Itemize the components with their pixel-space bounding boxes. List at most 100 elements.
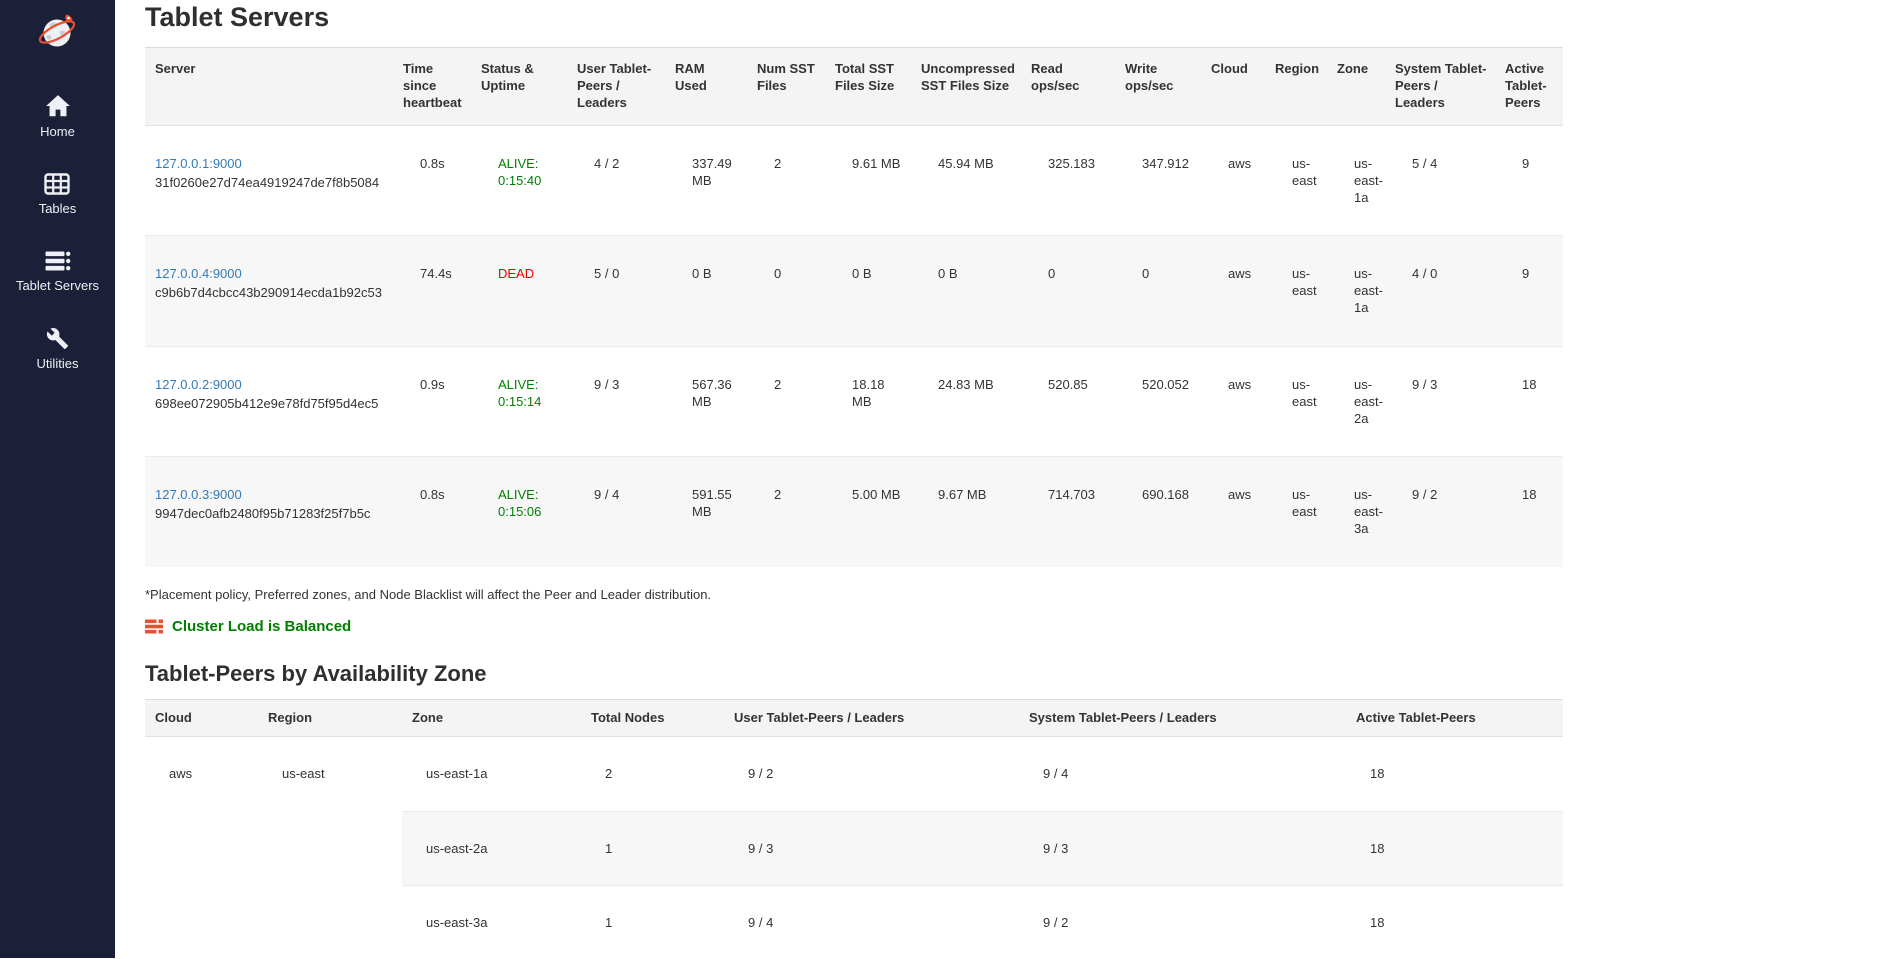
cell-server: 127.0.0.2:9000 698ee072905b412e9e78fd75f9… — [145, 345, 393, 457]
tablet-servers-icon — [45, 251, 70, 271]
server-address-link[interactable]: 127.0.0.2:9000 — [155, 376, 242, 392]
cell-cloud: aws — [145, 736, 258, 959]
server-uuid: 698ee072905b412e9e78fd75f95d4ec5 — [155, 395, 379, 411]
cell-num-sst: 2 — [747, 456, 825, 567]
tasks-icon — [145, 619, 163, 634]
column-header: System Tablet-Peers / Leaders — [1385, 47, 1495, 126]
cluster-load-status: Cluster Load is Balanced — [145, 618, 1563, 635]
cell-num-sst: 2 — [774, 155, 782, 171]
cell-ram: 591.55 MB — [665, 456, 747, 567]
cell-user-peers: 5 / 0 — [567, 235, 665, 347]
cell-system-peers: 9 / 4 — [1043, 766, 1069, 782]
cell-status: DEAD — [471, 235, 567, 347]
cell-heartbeat: 74.4s — [393, 235, 471, 347]
yugabyte-logo[interactable] — [36, 10, 80, 54]
sidebar-item-label: Tables — [38, 201, 77, 217]
cell-total-nodes: 2 — [605, 766, 613, 782]
cell-zone: us-east-3a — [1327, 456, 1385, 567]
cell-zone: us-east-2a — [1327, 345, 1385, 457]
column-header: Read ops/sec — [1021, 47, 1115, 126]
tables-grid-icon — [44, 173, 71, 195]
status-text: ALIVE: 0:15:06 — [498, 487, 542, 520]
sidebar-item-home[interactable]: Home — [40, 94, 75, 139]
cell-heartbeat: 0.9s — [393, 345, 471, 457]
cell-write-ops: 520.052 — [1115, 345, 1201, 457]
cell-active-peers: 18 — [1495, 345, 1563, 457]
cell-system-peers: 9 / 3 — [1019, 810, 1346, 886]
cell-region: us-east — [258, 736, 402, 959]
globe-rocket-logo — [38, 14, 75, 47]
cell-total-nodes: 1 — [581, 884, 724, 959]
cell-user-peers: 9 / 4 — [724, 884, 1019, 959]
cell-cloud: aws — [1228, 155, 1252, 171]
column-header: Write ops/sec — [1115, 47, 1201, 126]
status-text: ALIVE: 0:15:40 — [498, 155, 542, 188]
sidebar-item-label: Utilities — [36, 355, 79, 371]
column-header: System Tablet-Peers / Leaders — [1019, 698, 1346, 738]
server-address-link[interactable]: 127.0.0.1:9000 — [155, 155, 242, 171]
cell-write-ops: 690.168 — [1115, 456, 1201, 567]
status-text: ALIVE: 0:15:14 — [498, 376, 542, 409]
server-uuid: c9b6b7d4cbcc43b290914ecda1b92c53 — [155, 285, 382, 301]
cell-read-ops: 714.703 — [1021, 456, 1115, 567]
cell-cloud: aws — [1201, 456, 1265, 567]
cell-user-peers: 9 / 2 — [748, 766, 774, 782]
column-header: Region — [258, 698, 402, 738]
cell-zone: us-east-3a — [402, 884, 581, 959]
column-header: Total Nodes — [581, 698, 724, 738]
sidebar-item-tablet-servers[interactable]: Tablet Servers — [16, 251, 99, 293]
cell-system-peers: 5 / 4 — [1412, 155, 1438, 171]
cell-cloud: aws — [1201, 235, 1265, 347]
cell-cloud: aws — [1201, 345, 1265, 457]
cell-uncompressed-sst: 24.83 MB — [911, 345, 1021, 457]
cell-total-sst: 5.00 MB — [825, 456, 911, 567]
cell-user-peers: 9 / 4 — [567, 456, 665, 567]
cell-active-peers: 9 — [1522, 155, 1530, 171]
cell-ram: 0 B — [665, 235, 747, 347]
sidebar-item-utilities[interactable]: Utilities — [36, 327, 79, 371]
cell-write-ops: 347.912 — [1142, 155, 1189, 171]
cell-server: 127.0.0.3:9000 9947dec0afb2480f95b71283f2… — [145, 456, 393, 567]
az-table-header: Cloud Region Zone Total Nodes User Tablet-Pe… — [145, 698, 1563, 738]
cell-server: 127.0.0.4:9000 c9b6b7d4cbcc43b290914ecda1… — [145, 235, 393, 347]
cell-heartbeat: 0.8s — [393, 456, 471, 567]
column-header: Time since heartbeat — [393, 47, 471, 126]
cell-region: us-east — [1265, 345, 1327, 457]
column-header: Active Tablet-Peers — [1346, 698, 1563, 738]
cell-read-ops: 0 — [1021, 235, 1115, 347]
cell-total-nodes: 1 — [581, 810, 724, 886]
cell-status: ALIVE: 0:15:14 — [471, 345, 567, 457]
column-header: RAM Used — [665, 47, 747, 126]
column-header: Total SST Files Size — [825, 47, 911, 126]
table-row: 127.0.0.2:9000 698ee072905b412e9e78fd75f9… — [145, 345, 1563, 457]
cell-status: ALIVE: 0:15:06 — [471, 456, 567, 567]
cell-zone: us-east-1a — [426, 766, 488, 782]
cell-read-ops: 325.183 — [1048, 155, 1095, 171]
sidebar-item-tables[interactable]: Tables — [38, 173, 77, 217]
sidebar-item-label: Home — [40, 124, 75, 139]
table-row: 127.0.0.4:9000 c9b6b7d4cbcc43b290914ecda1… — [145, 235, 1563, 347]
cell-region: us-east — [1265, 235, 1327, 347]
server-address-link[interactable]: 127.0.0.3:9000 — [155, 487, 242, 503]
server-address-link[interactable]: 127.0.0.4:9000 — [155, 266, 242, 282]
cell-status: ALIVE: 0:15:40 — [471, 125, 567, 235]
cell-heartbeat: 0.8s — [420, 155, 445, 171]
cell-uncompressed-sst: 0 B — [911, 235, 1021, 347]
cell-system-peers: 9 / 2 — [1019, 884, 1346, 959]
cell-region: us-east — [1292, 155, 1317, 188]
cell-system-peers: 9 / 3 — [1385, 345, 1495, 457]
cell-uncompressed-sst: 9.67 MB — [911, 456, 1021, 567]
cell-zone: us-east-1a — [1354, 155, 1383, 205]
az-section-title: Tablet-Peers by Availability Zone — [145, 660, 487, 686]
sidebar: Home Tables Tablet Servers — [0, 0, 115, 958]
cell-ram: 567.36 MB — [665, 345, 747, 457]
cell-read-ops: 520.85 — [1021, 345, 1115, 457]
main-content: Tablet Servers Server Time since heartbea… — [115, 0, 1563, 959]
cell-num-sst: 0 — [747, 235, 825, 347]
cell-total-sst: 18.18 MB — [825, 345, 911, 457]
sidebar-nav: Home Tables Tablet Servers — [16, 94, 99, 371]
table-row: 127.0.0.1:9000 31f0260e27d74ea4919247de7f… — [145, 125, 1563, 235]
